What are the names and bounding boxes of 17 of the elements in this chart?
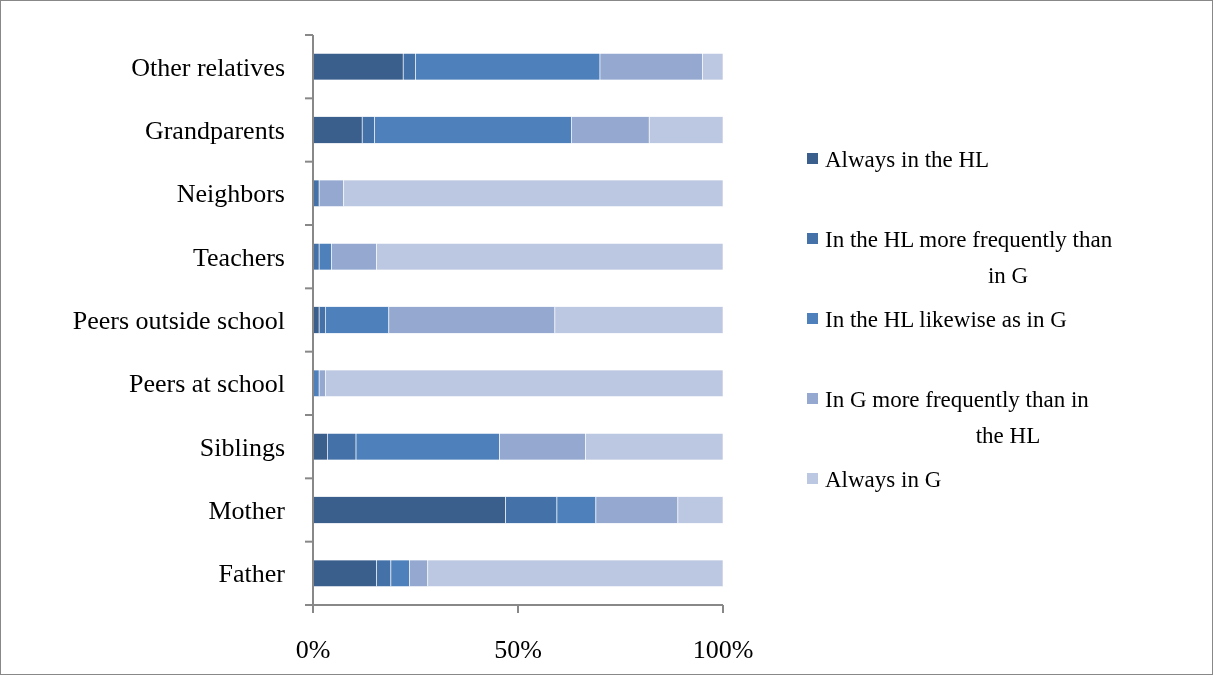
y-tick-label: Other relatives bbox=[131, 52, 285, 82]
legend-label: In the HL likewise as in G bbox=[825, 307, 1067, 332]
legend-label: Always in G bbox=[825, 467, 942, 492]
legend-label: In G more frequently than in the HL bbox=[825, 387, 1090, 448]
y-tick-label: Grandparents bbox=[144, 116, 285, 145]
x-tick-label: 50% bbox=[494, 635, 542, 664]
legend-label: In the HL more frequently than in G bbox=[825, 227, 1113, 288]
y-tick-label: Mother bbox=[208, 496, 286, 525]
x-tick-label: 100% bbox=[692, 635, 754, 664]
y-tick-label: Neighbors bbox=[176, 179, 285, 209]
legend-label: Always in the HL bbox=[825, 147, 990, 172]
y-tick-label: Peers at school bbox=[129, 369, 285, 399]
y-tick-label: Father bbox=[218, 559, 286, 589]
y-tick-label: Teachers bbox=[192, 242, 285, 272]
x-tick-label: 0% bbox=[295, 635, 331, 664]
y-tick-label: Peers outside school bbox=[72, 306, 285, 335]
y-tick-label: Siblings bbox=[199, 432, 285, 462]
